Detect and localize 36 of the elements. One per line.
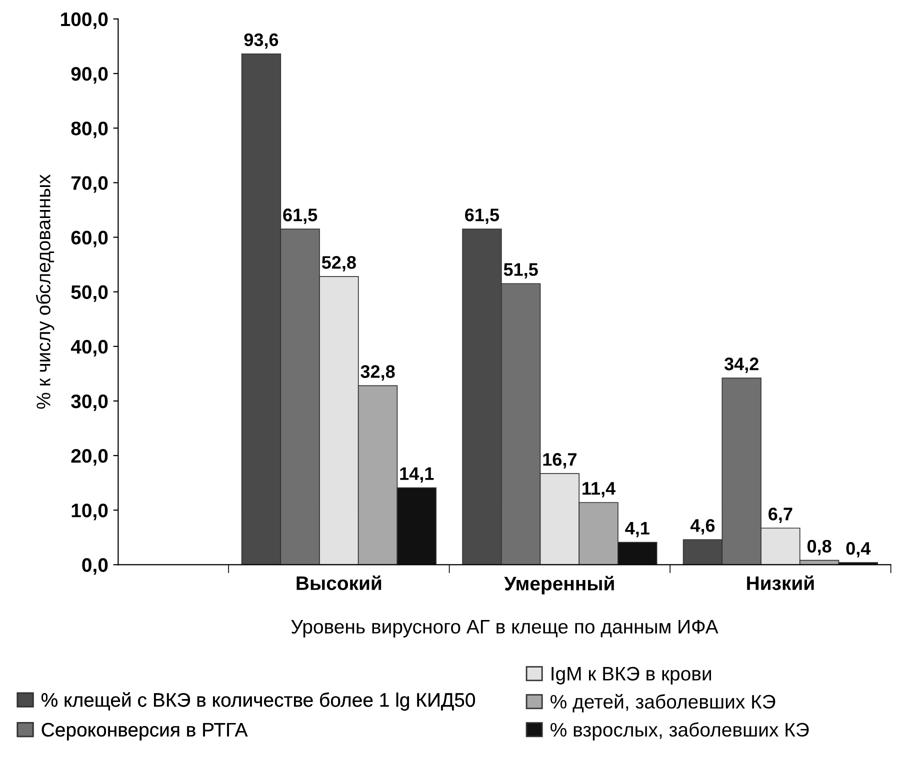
y-tick-label: 80,0 [71,122,108,138]
y-tick-label: 0,0 [82,558,108,575]
data-label: 11,4 [582,482,616,498]
legend-label: % клещей с ВКЭ в количестве более 1 lg КИД50 [42,692,475,711]
legend-label: IgM к ВКЭ в крови [552,666,711,684]
data-label: 51,5 [504,263,538,279]
y-tick-label: 30,0 [71,394,108,412]
x-tick-label: Высокий [296,575,382,590]
data-label: 6,7 [768,508,792,524]
data-label: 0,8 [807,540,832,556]
x-tick-label: Умеренный [504,576,614,594]
data-label: 34,2 [724,358,758,373]
legend-label: Сероконверсия в РТГА [42,722,248,740]
y-tick-label: 90,0 [71,66,108,84]
y-tick-label: 40,0 [70,340,108,356]
y-tick-label: 100,0 [61,12,108,30]
y-tick-label: 50,0 [71,285,108,302]
y-tick-label: 10,0 [72,504,108,520]
data-label: 4,1 [625,522,650,538]
data-label: 0,4 [846,542,871,558]
data-label: 4,6 [690,519,715,534]
legend-label: % детей, заболевших КЭ [550,694,776,712]
x-tick-label: Низкий [747,575,814,590]
data-label: 61,5 [465,208,500,224]
data-label: 16,7 [543,453,576,468]
data-label: 93,6 [244,33,278,49]
y-tick-label: 70,0 [71,176,108,193]
data-label: 32,8 [360,365,395,381]
x-axis-title: Уровень вирусного АГ в клеще по данным ИФА [291,620,718,638]
y-axis-title: % к числу обследованных [36,174,54,409]
legend-label: % взрослых, заболевших КЭ [550,722,809,740]
y-tick-label: 20,0 [71,449,108,466]
y-tick-label: 60,0 [71,230,108,248]
data-label: 52,8 [322,256,356,272]
data-label: 14,1 [400,467,434,483]
data-label: 61,5 [283,208,318,224]
